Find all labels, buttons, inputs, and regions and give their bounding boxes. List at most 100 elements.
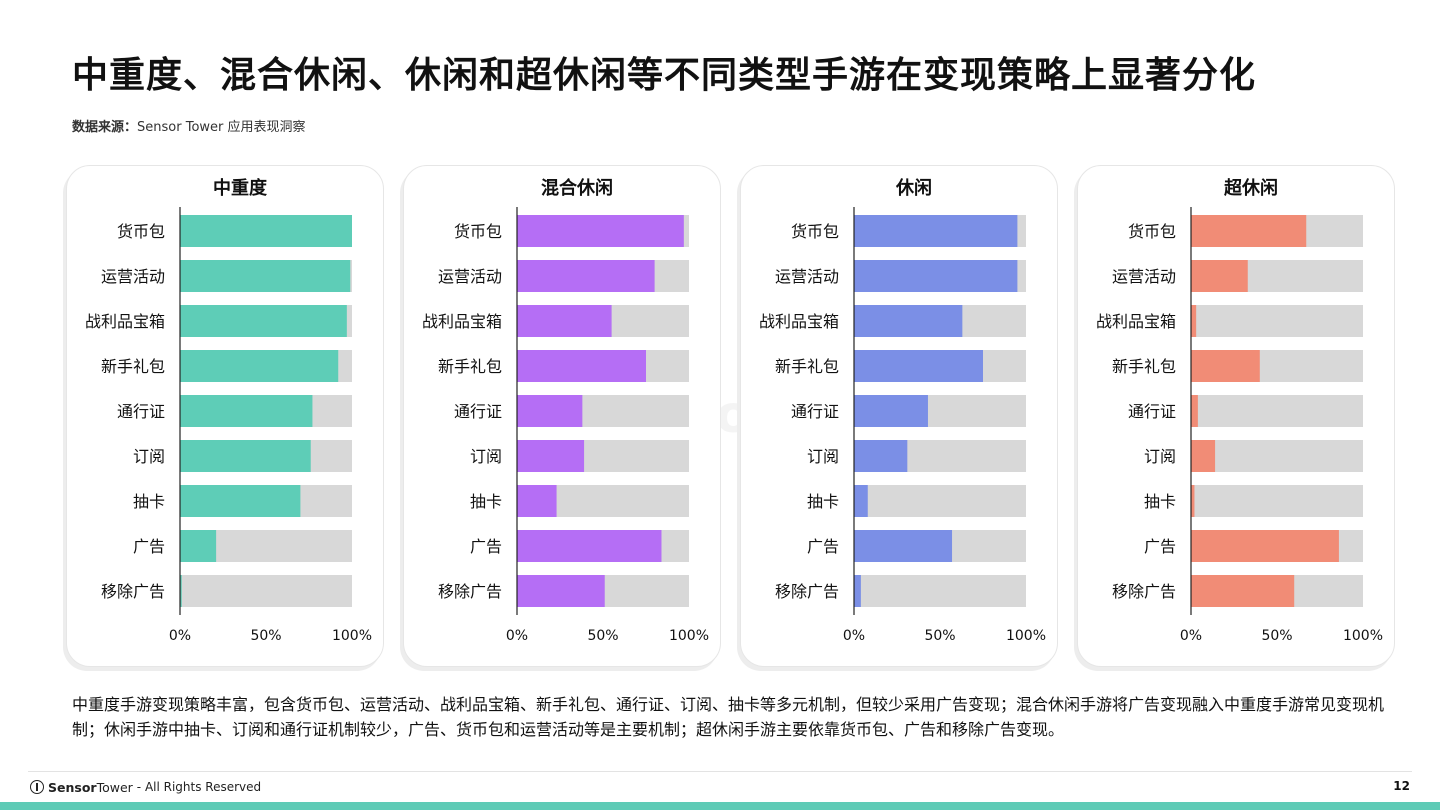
bar-track <box>1191 440 1363 472</box>
x-tick-label: 100% <box>1006 628 1046 644</box>
summary-text: 中重度手游变现策略丰富，包含货币包、运营活动、战利品宝箱、新手礼包、通行证、订阅… <box>72 695 1385 739</box>
category-label: 运营活动 <box>775 267 839 286</box>
x-tick-label: 0% <box>506 628 528 644</box>
category-label: 战利品宝箱 <box>759 312 839 331</box>
category-label: 广告 <box>470 537 502 556</box>
category-label: 货币包 <box>454 222 502 241</box>
category-label: 订阅 <box>807 447 839 466</box>
bar <box>854 575 861 607</box>
category-label: 抽卡 <box>470 492 502 511</box>
x-tick-label: 50% <box>924 628 955 644</box>
data-source-label: 数据来源： <box>72 120 138 135</box>
category-label: 战利品宝箱 <box>1096 312 1176 331</box>
x-tick-label: 100% <box>669 628 709 644</box>
bar <box>854 440 908 472</box>
bar <box>854 260 1018 292</box>
bar <box>1191 260 1248 292</box>
bar <box>854 485 868 517</box>
bar <box>517 350 646 382</box>
x-tick-label: 100% <box>1343 628 1383 644</box>
bar <box>180 530 217 562</box>
bar <box>854 530 953 562</box>
category-label: 货币包 <box>791 222 839 241</box>
bar <box>517 575 605 607</box>
x-tick-label: 50% <box>1261 628 1292 644</box>
category-label: 新手礼包 <box>438 357 502 376</box>
category-label: 订阅 <box>470 447 502 466</box>
chart-panel-casual: 休闲 货币包 运营活动 战利品宝箱 新手礼包 通行证 订阅 抽卡 广告 移除广告 0% 50% 100% <box>740 165 1058 667</box>
bar <box>854 215 1018 247</box>
bar <box>180 305 347 337</box>
chart-panel-hybrid-casual: 混合休闲 货币包 运营活动 战利品宝箱 新手礼包 通行证 订阅 抽卡 广告 移除广告 0% 50% 10… <box>403 165 721 667</box>
footer-brand: Sensor <box>48 779 97 795</box>
category-label: 移除广告 <box>1112 582 1176 601</box>
bar <box>854 395 928 427</box>
bar <box>1191 395 1198 427</box>
category-label: 通行证 <box>791 402 839 421</box>
category-label: 广告 <box>807 537 839 556</box>
footer: Sensor Tower - All Rights Reserved <box>30 778 261 796</box>
category-label: 通行证 <box>1128 402 1176 421</box>
x-tick-label: 0% <box>1180 628 1202 644</box>
category-label: 广告 <box>133 537 165 556</box>
bar <box>517 485 557 517</box>
category-label: 抽卡 <box>133 492 165 511</box>
data-source-text: Sensor Tower 应用表现洞察 <box>137 120 306 135</box>
chart-title: 混合休闲 <box>541 177 613 199</box>
x-tick-label: 100% <box>332 628 372 644</box>
chart-panel-mid-core: 中重度货币包运营活动战利品宝箱新手礼包通行证订阅抽卡广告移除广告 0% 50% 100… <box>66 165 384 667</box>
footer-brand-light: Tower <box>96 779 133 795</box>
chart-title: 休闲 <box>895 177 932 199</box>
bar <box>180 575 182 607</box>
bar <box>1191 530 1339 562</box>
bar <box>180 260 351 292</box>
data-source: 数据来源：Sensor Tower 应用表现洞察 <box>72 116 306 135</box>
category-label: 运营活动 <box>438 267 502 286</box>
page-number: 12 <box>1393 779 1410 793</box>
bar <box>517 530 662 562</box>
x-tick-label: 0% <box>843 628 865 644</box>
x-tick-label: 50% <box>250 628 281 644</box>
chart-panel-hyper-casual: 超休闲 货币包 运营活动 战利品宝箱 新手礼包 通行证 订阅 抽卡 广告 移除广告 0% 50% 100… <box>1077 165 1395 667</box>
bar-track <box>1191 485 1363 517</box>
category-label: 战利品宝箱 <box>422 312 502 331</box>
x-tick-label: 0% <box>169 628 191 644</box>
bar <box>517 215 684 247</box>
bar <box>180 215 352 247</box>
bar <box>180 350 339 382</box>
bar <box>1191 575 1295 607</box>
category-label: 货币包 <box>117 222 165 241</box>
bar <box>517 395 583 427</box>
category-label: 新手礼包 <box>101 357 165 376</box>
bar-track <box>1191 305 1363 337</box>
bar <box>1191 305 1197 337</box>
footer-rights: - All Rights Reserved <box>136 780 262 794</box>
bar <box>854 350 983 382</box>
category-label: 通行证 <box>454 402 502 421</box>
bar <box>517 260 655 292</box>
category-label: 订阅 <box>1144 447 1176 466</box>
category-label: 订阅 <box>133 447 165 466</box>
bar-track <box>854 485 1026 517</box>
bottom-accent-bar <box>0 802 1440 810</box>
bar-track <box>854 575 1026 607</box>
bar-track <box>180 575 352 607</box>
category-label: 运营活动 <box>101 267 165 286</box>
x-tick-label: 50% <box>587 628 618 644</box>
category-label: 战利品宝箱 <box>85 312 165 331</box>
category-label: 抽卡 <box>1144 492 1176 511</box>
bar <box>517 440 585 472</box>
category-label: 运营活动 <box>1112 267 1176 286</box>
chart-title: 中重度 <box>213 177 268 199</box>
page-title: 中重度、混合休闲、休闲和超休闲等不同类型手游在变现策略上显著分化 <box>72 55 1257 96</box>
footer-divider <box>28 771 1412 772</box>
bar <box>1191 485 1195 517</box>
bar <box>180 440 311 472</box>
category-label: 新手礼包 <box>1112 357 1176 376</box>
category-label: 通行证 <box>117 402 165 421</box>
bar-track <box>1191 395 1363 427</box>
bar <box>854 305 963 337</box>
category-label: 移除广告 <box>101 582 165 601</box>
